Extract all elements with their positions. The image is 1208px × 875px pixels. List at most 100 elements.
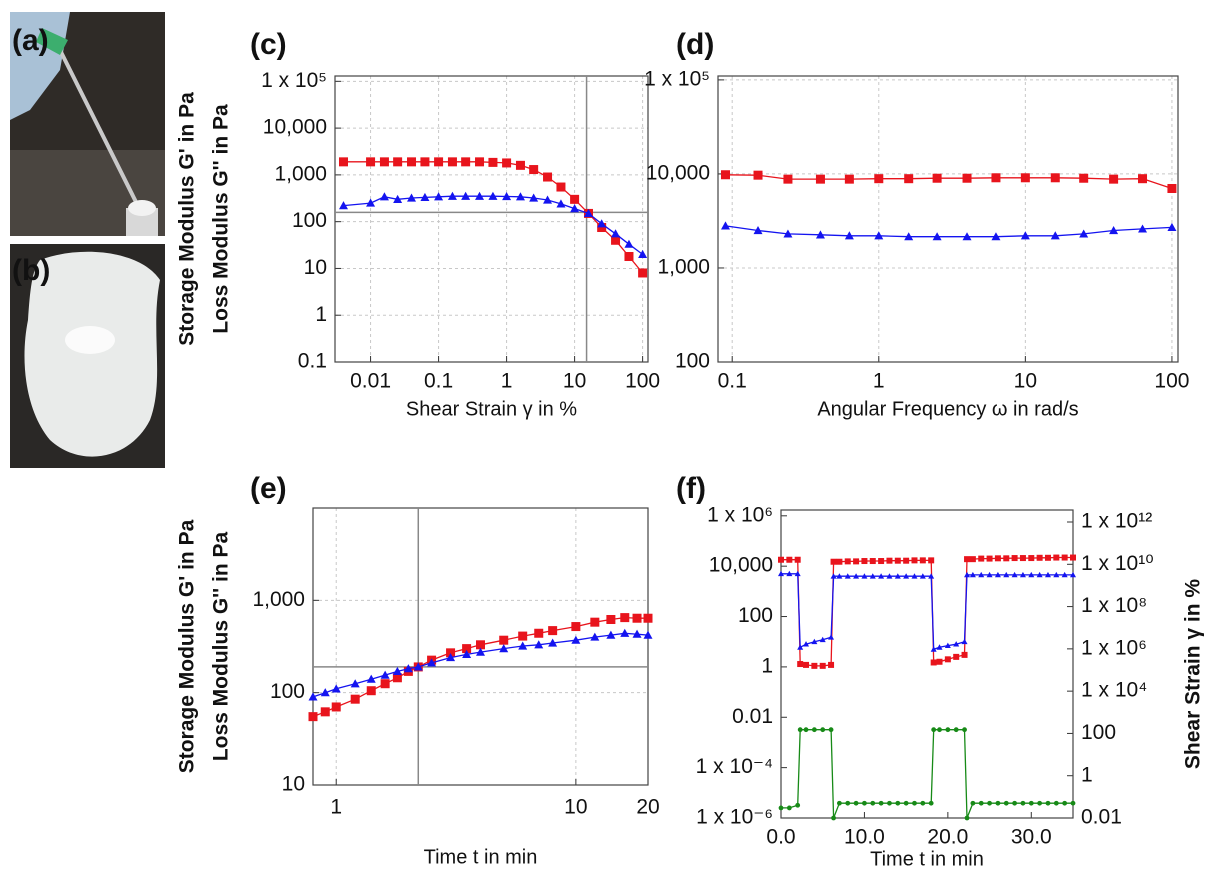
x-tick-label: 20 [636,796,659,819]
marker [944,656,951,663]
marker [962,173,972,183]
marker [366,157,376,167]
marker [518,641,528,650]
marker [911,557,918,564]
marker [1045,800,1051,806]
y-tick-label: 1 x 10⁶ [707,503,773,526]
marker [1061,554,1068,561]
marker [861,573,868,579]
marker [606,615,616,625]
marker [753,226,763,235]
marker [778,556,784,563]
marker [543,195,553,204]
y-tick-label: 0.01 [732,705,773,728]
marker [392,673,402,683]
y2-tick-label: 1 x 10¹² [1081,510,1152,533]
marker [778,570,784,577]
marker [1003,800,1009,806]
marker [853,558,860,565]
marker [978,555,985,562]
marker [919,573,926,579]
y-axis-title: Loss Modulus G'' in Pa [210,532,233,762]
marker [624,239,634,248]
x-tick-label: 20.0 [927,826,968,849]
marker [331,702,341,712]
marker [548,638,558,647]
marker [611,235,621,245]
gel-highlight [65,326,115,354]
y-tick-label: 10,000 [263,116,327,139]
panel-label: (d) [676,28,714,61]
marker [570,194,580,204]
marker [815,174,825,184]
marker [953,727,959,733]
marker [1079,173,1089,183]
panel-label: (b) [12,254,50,287]
marker [1020,173,1030,183]
marker [1011,555,1018,562]
marker [413,662,423,671]
marker [874,174,884,184]
marker [534,640,544,649]
marker [590,632,600,641]
marker [811,727,817,733]
series-line [781,556,1073,667]
marker [945,727,951,733]
marker [783,229,793,238]
marker [783,174,793,184]
marker [476,647,485,656]
marker [928,557,935,564]
marker [786,805,792,811]
marker [434,192,444,201]
y-tick-label: 1,000 [274,162,327,185]
x-tick-label: 10 [563,370,586,393]
marker [862,800,867,806]
marker [886,557,893,564]
marker [638,249,648,258]
plot-frame [312,507,649,786]
x-tick-label: 10 [564,796,587,819]
marker [420,192,430,202]
marker [828,727,834,733]
marker [795,802,801,808]
marker [811,662,818,669]
marker [797,727,803,733]
marker [878,558,885,565]
marker [928,573,935,579]
y-tick-label: 10 [282,773,305,796]
marker [987,800,992,806]
marker [831,815,836,821]
x-tick-label: 1 [501,370,513,393]
marker [878,800,884,806]
marker [427,658,437,667]
y2-tick-label: 0.01 [1081,806,1122,829]
marker [499,635,509,645]
marker [350,679,360,688]
marker [529,193,539,202]
marker [1036,571,1043,578]
y-tick-label: 100 [292,209,327,232]
marker [380,679,390,689]
marker [331,684,341,693]
marker [338,201,348,210]
x-tick-label: 0.1 [718,370,747,393]
marker [962,232,972,241]
x-tick-label: 100 [625,370,660,393]
x-tick-label: 0.1 [424,370,453,393]
marker [861,558,868,565]
photo-b [10,244,165,468]
marker [920,800,926,806]
marker [878,573,885,579]
marker [570,204,580,213]
marker [819,636,826,643]
marker [1019,571,1026,578]
marker [815,230,825,239]
marker [606,630,616,639]
marker [964,556,971,563]
marker [420,157,430,167]
marker [874,231,884,240]
marker [462,644,472,654]
marker [1070,800,1076,806]
marker [1019,555,1026,562]
